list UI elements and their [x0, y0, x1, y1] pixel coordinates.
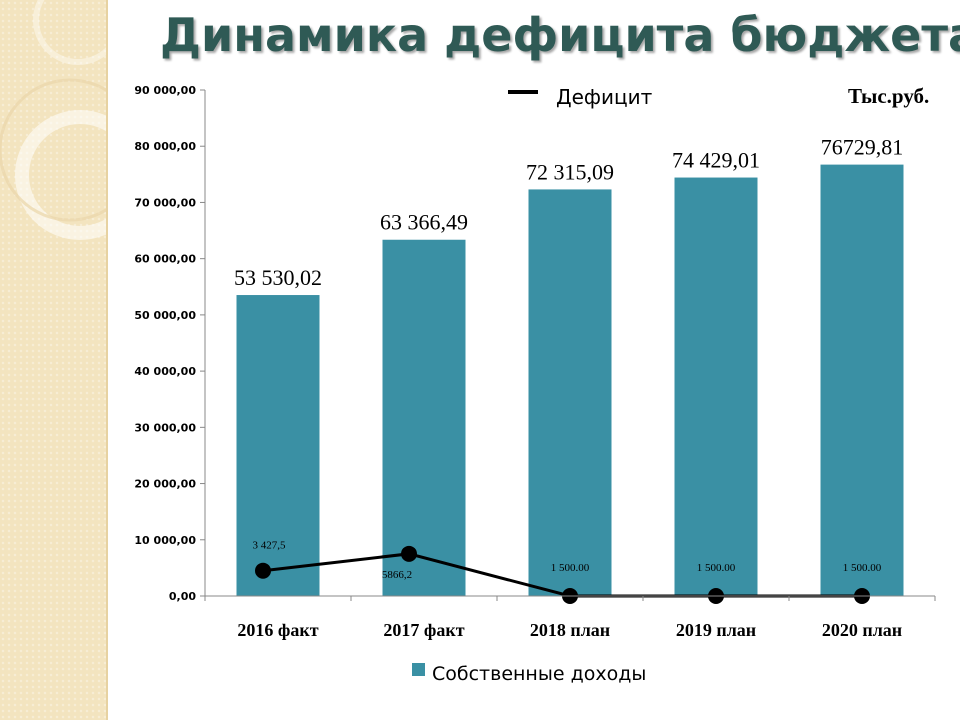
bar — [674, 177, 758, 596]
legend-bar-swatch — [412, 663, 425, 676]
deficit-data-label: 1 500.00 — [551, 562, 590, 574]
page-title: Динамика дефицита бюджета — [160, 8, 960, 62]
y-tick-label: 20 000,00 — [134, 478, 196, 491]
deficit-data-label: 5866,2 — [382, 569, 412, 581]
bar-data-label: 74 429,01 — [672, 148, 760, 173]
deficit-data-label: 1 500.00 — [843, 562, 882, 574]
decorative-side-panel — [0, 0, 108, 720]
bar-data-label: 53 530,02 — [234, 265, 322, 290]
y-tick-label: 80 000,00 — [134, 140, 196, 153]
y-axis: 0,00 10 000,00 20 000,00 30 000,00 40 000,00… — [134, 84, 206, 603]
y-tick-label: 60 000,00 — [134, 253, 196, 266]
bar-data-label: 76729,81 — [821, 135, 904, 160]
legend-bar-label: Собственные доходы — [432, 663, 646, 685]
bar-data-label: 63 366,49 — [380, 210, 468, 235]
bar — [528, 189, 612, 596]
deficit-point — [255, 562, 271, 579]
unit-label: Тыс.руб. — [848, 84, 930, 108]
legend: Дефицит Собственные доходы — [412, 85, 653, 685]
bar — [236, 295, 320, 596]
x-tick-label: 2018 план — [530, 620, 610, 640]
x-tick-label: 2019 план — [676, 620, 756, 640]
y-tick-label: 90 000,00 — [134, 84, 196, 97]
deficit-point — [401, 545, 417, 562]
y-tick-label: 40 000,00 — [134, 365, 196, 378]
y-tick-label: 50 000,00 — [134, 309, 196, 322]
y-tick-label: 70 000,00 — [134, 196, 196, 209]
bar-data-label: 72 315,09 — [526, 159, 614, 184]
y-tick-label: 30 000,00 — [134, 421, 196, 434]
bar — [382, 239, 466, 597]
decorative-rings — [0, 0, 106, 240]
x-tick-label: 2017 факт — [383, 620, 464, 640]
bar-series: 53 530,02 63 366,49 72 315,09 74 429,01 7672… — [234, 135, 904, 597]
deficit-data-label: 3 427,5 — [253, 540, 287, 552]
bar — [820, 164, 904, 596]
x-tick-label: 2016 факт — [237, 620, 318, 640]
y-tick-label: 0,00 — [169, 590, 196, 603]
y-tick-label: 10 000,00 — [134, 534, 196, 547]
legend-line-label: Дефицит — [556, 85, 653, 109]
deficit-data-label: 1 500.00 — [697, 562, 736, 574]
x-axis: 2016 факт 2017 факт 2018 план 2019 план 2020… — [204, 595, 936, 640]
x-tick-label: 2020 план — [822, 620, 902, 640]
